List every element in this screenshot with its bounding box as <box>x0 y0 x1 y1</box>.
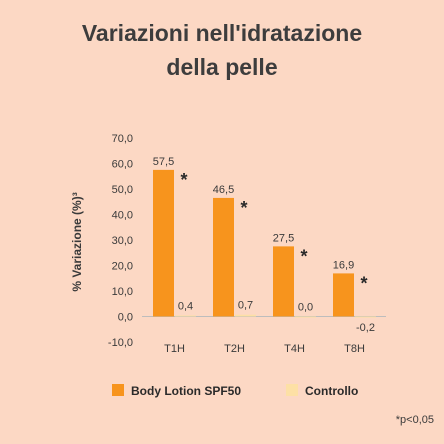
x-tick-label: T1H <box>164 343 185 355</box>
data-label: -0,2 <box>356 322 375 334</box>
bar-body-lotion-spf50-t4h <box>273 246 294 317</box>
significance-footnote: *p<0,05 <box>395 414 434 426</box>
legend-label-body-lotion: Body Lotion SPF50 <box>131 384 241 398</box>
y-tick-label: 20,0 <box>112 261 133 273</box>
data-label: 46,5 <box>213 184 234 196</box>
significance-marker: * <box>180 170 187 190</box>
data-label: 0,0 <box>298 302 313 314</box>
bar-controllo-t1h <box>175 315 196 317</box>
bar-body-lotion-spf50-t2h <box>213 197 234 317</box>
legend-swatch-body-lotion <box>112 384 124 396</box>
legend-swatch-controllo <box>286 384 298 396</box>
x-tick-label: T4H <box>284 343 305 355</box>
y-tick-label: 50,0 <box>112 184 133 196</box>
bar-controllo-t4h <box>295 316 316 318</box>
data-label: 16,9 <box>333 259 354 271</box>
legend-label-controllo: Controllo <box>305 384 358 398</box>
y-tick-label: 70,0 <box>112 133 133 145</box>
y-tick-label: 10,0 <box>112 286 133 298</box>
significance-marker: * <box>360 273 367 293</box>
y-axis-label: % Variazione (%)³ <box>70 192 84 291</box>
data-label: 0,4 <box>178 300 193 312</box>
y-tick-label: 40,0 <box>112 210 133 222</box>
bar-body-lotion-spf50-t8h <box>333 273 354 317</box>
y-tick-label: 0,0 <box>118 312 133 324</box>
data-label: 57,5 <box>153 156 174 168</box>
y-tick-label: 60,0 <box>112 159 133 171</box>
bar-controllo-t8h <box>355 316 376 318</box>
y-tick-label: 30,0 <box>112 235 133 247</box>
data-label: 0,7 <box>238 300 253 312</box>
x-tick-label: T2H <box>224 343 245 355</box>
bar-controllo-t2h <box>235 314 256 317</box>
chart-title-line-2: della pelle <box>166 54 278 80</box>
significance-marker: * <box>300 246 307 266</box>
y-tick-label: -10,0 <box>108 337 133 349</box>
bar-body-lotion-spf50-t1h <box>153 169 174 317</box>
significance-marker: * <box>240 198 247 218</box>
x-tick-label: T8H <box>344 343 365 355</box>
chart-title-line-1: Variazioni nell'idratazione <box>81 20 363 46</box>
data-label: 27,5 <box>273 232 294 244</box>
